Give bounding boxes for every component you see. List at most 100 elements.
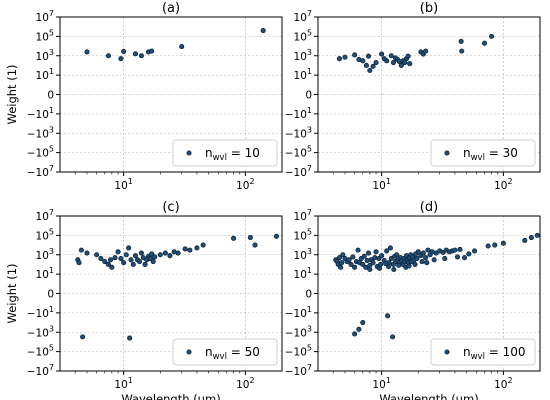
svg-text:−107: −107 <box>285 164 312 179</box>
x-tick-label: 102 <box>236 376 254 391</box>
axes-frame <box>59 215 283 372</box>
x-tick-label: 102 <box>494 177 512 192</box>
data-point <box>118 56 124 62</box>
data-point <box>452 247 458 253</box>
legend-marker <box>186 349 192 355</box>
data-point <box>76 260 82 266</box>
axes-frame <box>317 16 541 173</box>
data-point <box>391 266 397 273</box>
y-tick-label: −101 <box>285 106 312 121</box>
panel-title: (a) <box>162 1 180 16</box>
data-point <box>500 240 506 246</box>
svg-text:102: 102 <box>494 376 512 391</box>
data-point <box>94 252 100 258</box>
legend-box <box>172 338 278 366</box>
y-tick-label: −103 <box>285 324 312 339</box>
legend-label: nwvl = 100 <box>463 345 526 362</box>
data-point <box>346 257 352 263</box>
data-point <box>433 250 439 256</box>
data-point <box>423 255 429 261</box>
data-point <box>472 248 478 254</box>
svg-text:102: 102 <box>236 177 254 192</box>
data-point <box>384 248 390 254</box>
legend: nwvl = 50 <box>172 338 278 366</box>
data-point <box>370 260 376 266</box>
data-point <box>260 27 266 34</box>
data-point <box>406 263 412 269</box>
svg-text:−101: −101 <box>27 106 54 121</box>
data-point <box>150 258 156 265</box>
legend-box <box>172 139 278 167</box>
data-point <box>121 48 127 54</box>
y-tick-label: 107 <box>36 208 54 223</box>
svg-text:107: 107 <box>294 208 312 223</box>
data-point <box>336 255 342 261</box>
data-point <box>372 255 378 261</box>
data-point <box>458 38 464 44</box>
svg-text:101: 101 <box>294 266 312 281</box>
svg-text:−103: −103 <box>285 324 312 339</box>
y-tick-label: 103 <box>36 48 54 63</box>
x-axis-label: Wavelength (μm) <box>379 392 478 400</box>
data-point <box>370 63 376 69</box>
legend-box <box>430 338 536 366</box>
data-point <box>485 243 491 249</box>
data-point <box>98 256 104 262</box>
data-point <box>528 234 534 241</box>
y-tick-label: −103 <box>27 125 54 140</box>
data-point <box>367 266 373 273</box>
svg-text:101: 101 <box>294 67 312 82</box>
legend: nwvl = 10 <box>172 139 278 167</box>
panel-2: −107 −105 −103 −101 0 101 103 105 107 101 102 (b) nw… <box>285 1 541 192</box>
data-point <box>128 257 134 263</box>
svg-text:103: 103 <box>294 48 312 63</box>
x-axis-label: Wavelength (μm) <box>121 392 220 400</box>
svg-text:107: 107 <box>294 9 312 24</box>
data-point <box>149 251 155 257</box>
data-point <box>388 256 394 262</box>
svg-text:105: 105 <box>294 28 312 43</box>
data-point <box>365 53 372 59</box>
data-point <box>405 53 411 59</box>
y-tick-label: 107 <box>294 9 312 24</box>
data-point <box>361 253 367 259</box>
y-tick-label: −105 <box>285 344 312 359</box>
data-point <box>105 261 111 267</box>
svg-text:−105: −105 <box>27 145 54 160</box>
data-point <box>425 247 431 253</box>
x-tick-label: 102 <box>494 376 512 391</box>
data-point <box>336 56 342 62</box>
data-point <box>123 252 129 258</box>
data-point <box>84 250 90 256</box>
x-tick-label: 101 <box>114 177 132 192</box>
data-point <box>522 237 528 243</box>
data-point <box>142 261 148 267</box>
data-point <box>138 250 144 256</box>
data-point <box>390 334 396 340</box>
y-tick-label: 101 <box>36 67 54 82</box>
data-point <box>247 234 253 241</box>
y-tick-label: 101 <box>294 266 312 281</box>
data-point <box>352 264 358 270</box>
svg-text:101: 101 <box>36 67 54 82</box>
svg-text:−105: −105 <box>285 344 312 359</box>
y-tick-label: −103 <box>285 125 312 140</box>
y-tick-label: −107 <box>27 164 54 179</box>
data-point <box>396 262 402 268</box>
data-point <box>179 43 185 50</box>
data-point <box>424 260 430 266</box>
data-point <box>109 264 115 270</box>
y-tick-label: 105 <box>36 227 54 242</box>
data-point <box>419 258 425 265</box>
svg-text:103: 103 <box>294 247 312 262</box>
y-tick-label: 103 <box>294 48 312 63</box>
data-point <box>338 264 344 270</box>
data-point <box>385 313 391 319</box>
svg-text:102: 102 <box>494 177 512 192</box>
data-point <box>431 257 437 263</box>
data-point <box>126 245 132 251</box>
y-axis-label: Weight (1) <box>5 64 19 124</box>
y-tick-label: 103 <box>36 247 54 262</box>
data-point <box>107 257 114 263</box>
axes-frame <box>59 16 283 173</box>
